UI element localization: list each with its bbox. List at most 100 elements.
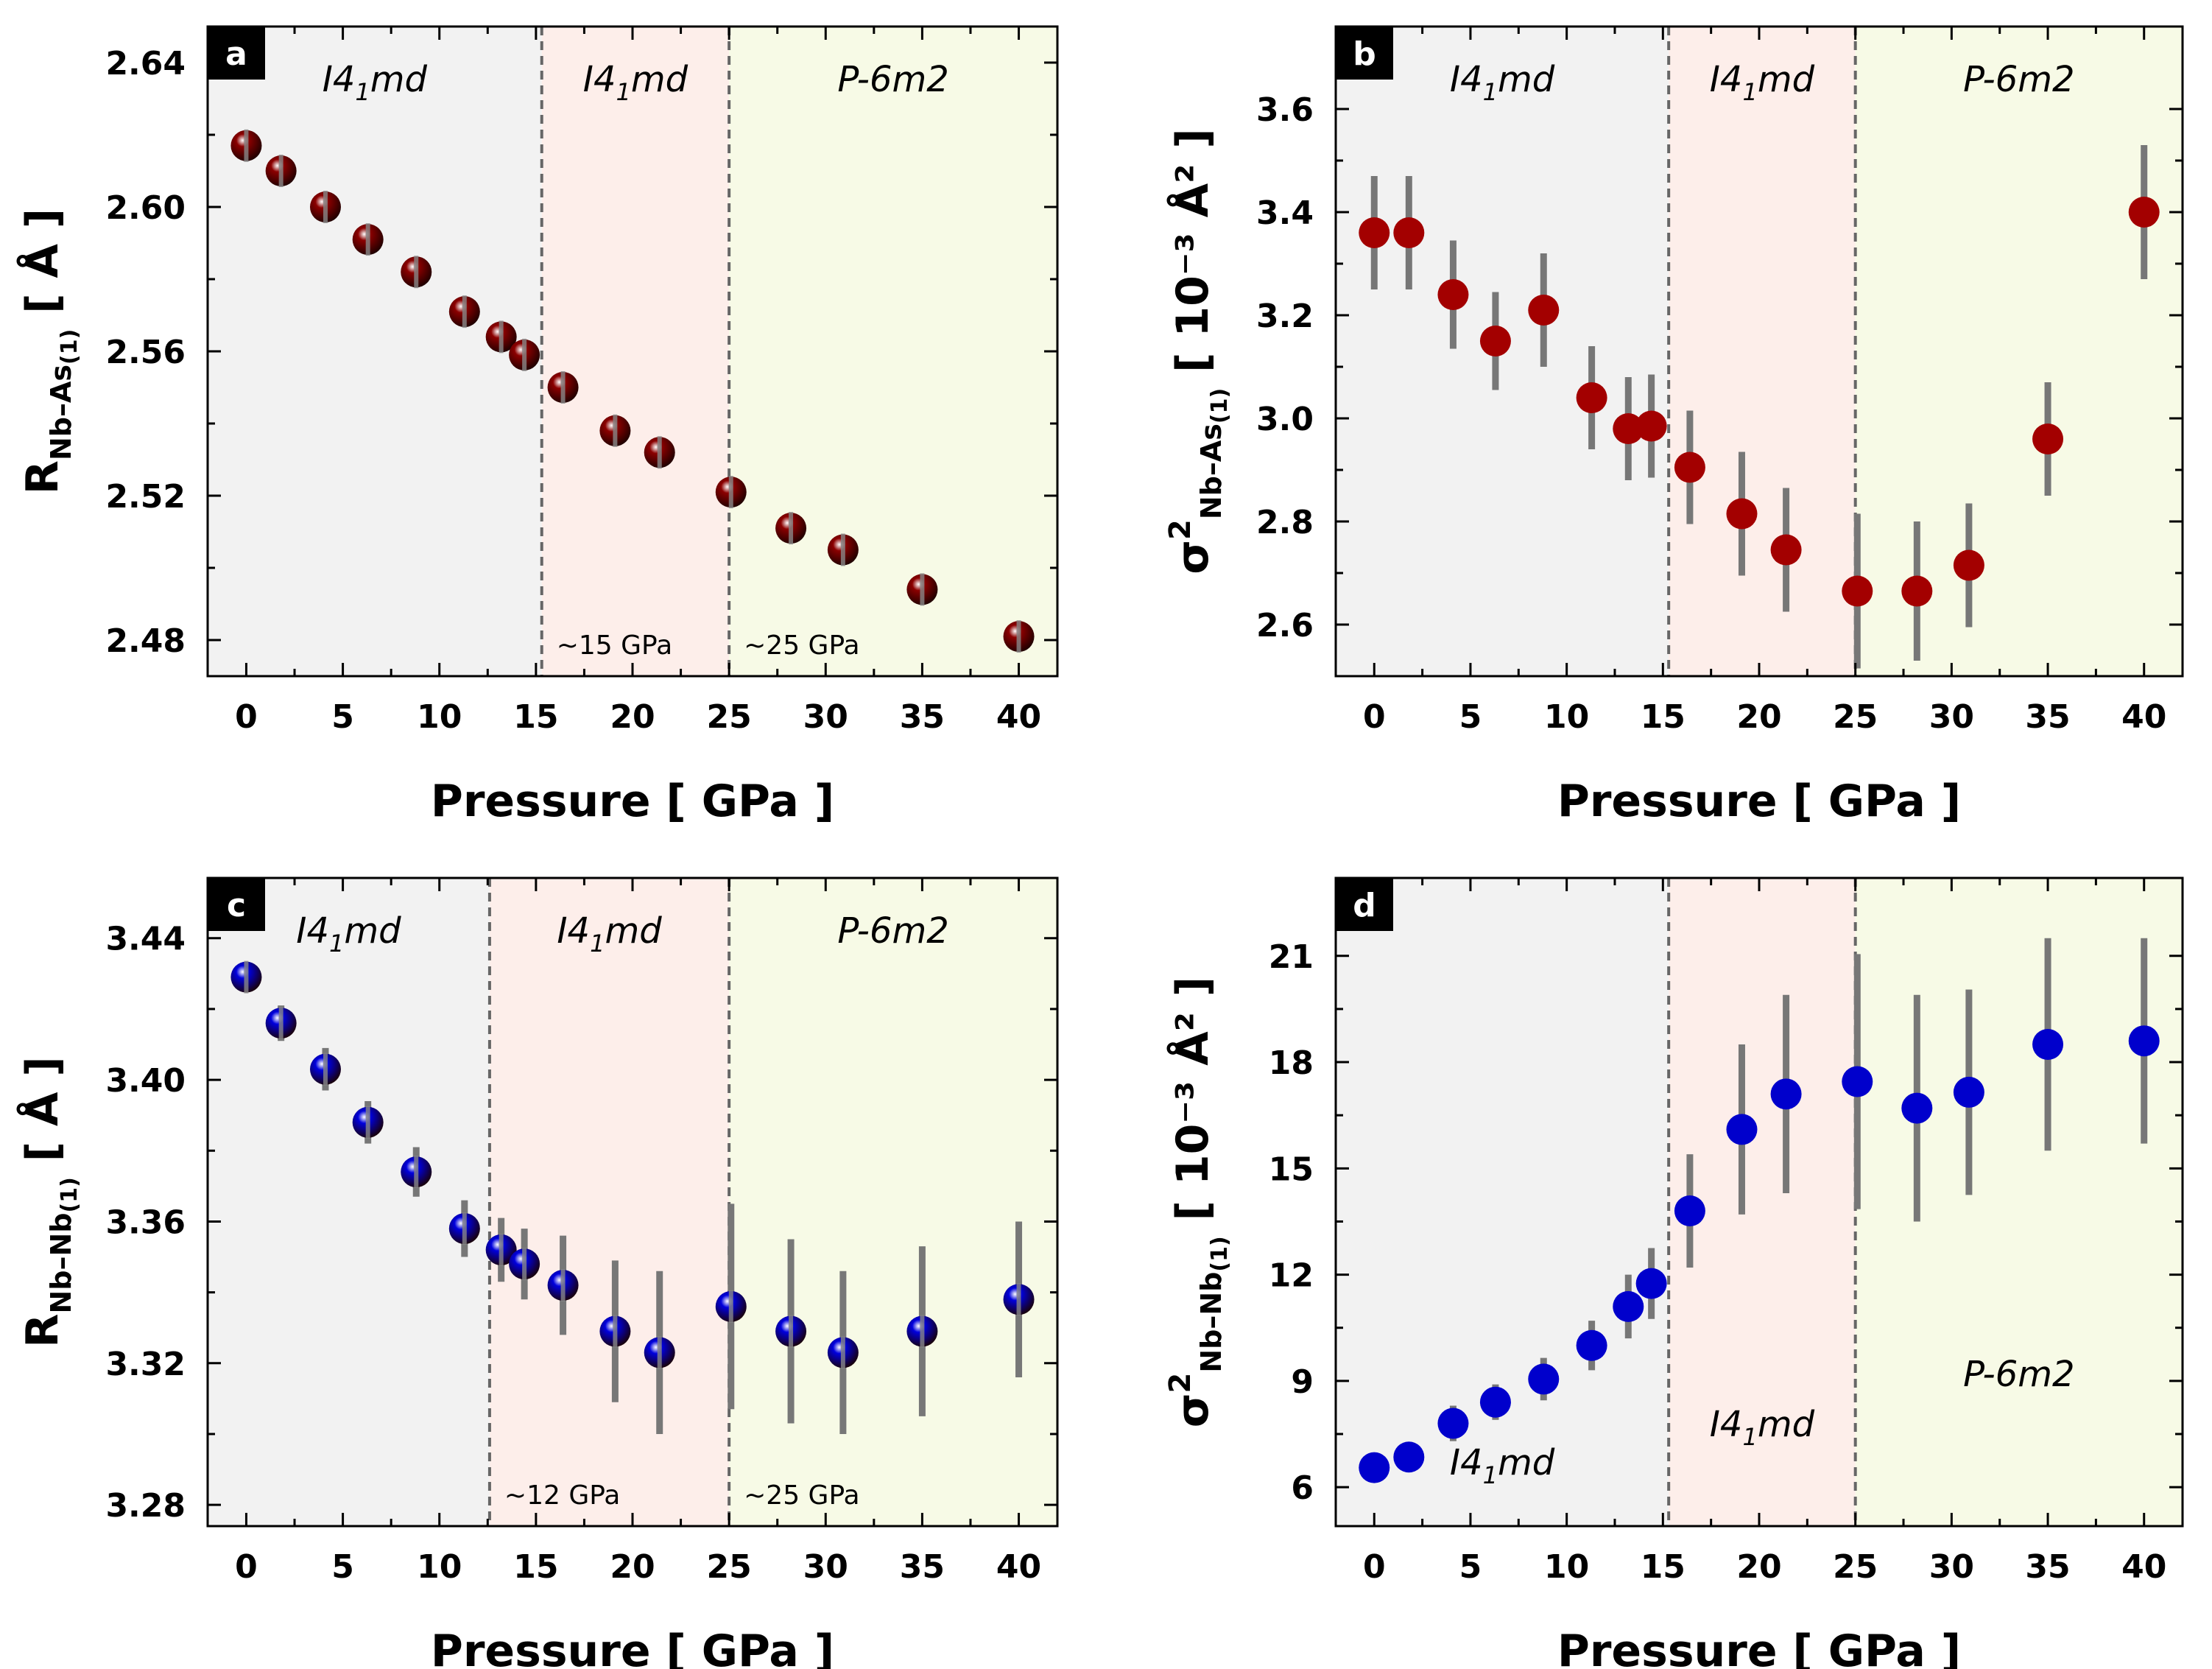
x-tick-label: 10 (417, 698, 462, 736)
y-tick-label: 3.0 (1256, 401, 1314, 438)
x-tick-label: 5 (331, 698, 354, 736)
x-tick-label: 35 (2025, 698, 2070, 736)
data-point (1635, 1268, 1667, 1299)
x-tick-label: 10 (417, 1548, 462, 1586)
x-tick-label: 0 (1363, 698, 1386, 736)
data-point (1770, 534, 1802, 566)
y-tick-label: 15 (1269, 1150, 1314, 1188)
x-tick-label: 5 (1459, 1548, 1482, 1586)
phase-label: I41md (323, 59, 428, 106)
data-point (1674, 1195, 1705, 1227)
data-point (1479, 1386, 1511, 1418)
phase-label: I41md (1450, 1442, 1555, 1489)
x-tick-label: 20 (1736, 1548, 1781, 1586)
data-point (1576, 382, 1607, 413)
phase-region (729, 878, 1057, 1526)
x-tick-label: 15 (1641, 1548, 1686, 1586)
data-point (1576, 1329, 1607, 1361)
panel-label-box (208, 878, 265, 931)
y-tick-label: 9 (1291, 1363, 1314, 1401)
phase-label: I41md (296, 910, 401, 958)
x-tick-label: 15 (513, 1548, 558, 1586)
phase-label: I41md (1710, 59, 1815, 106)
panel-label-box (208, 27, 265, 80)
data-point (2032, 1029, 2064, 1061)
x-tick-label: 0 (235, 1548, 258, 1586)
data-point (1635, 410, 1667, 442)
transition-label: ~25 GPa (744, 630, 859, 661)
data-point (1613, 1290, 1644, 1322)
y-tick-label: 21 (1269, 938, 1314, 976)
x-tick-label: 20 (610, 1548, 655, 1586)
x-tick-label: 20 (610, 698, 655, 736)
phase-region (1336, 878, 1669, 1526)
data-point (1359, 217, 1390, 248)
y-tick-label: 3.32 (105, 1346, 186, 1383)
phase-label: I41md (557, 910, 662, 958)
phase-region (1855, 878, 2183, 1526)
x-axis-label: Pressure [ GPa ] (431, 1626, 834, 1669)
data-point (1528, 1363, 1560, 1395)
data-point (1842, 575, 1873, 607)
panel-b: I41md I41md P-6m2 0 5 10 15 20 25 30 35 40 2.6 2.8 3.0… (1163, 25, 2184, 827)
data-point (1770, 1078, 1802, 1110)
panel-label-box (1336, 27, 1393, 80)
phase-label: I41md (583, 59, 688, 106)
phase-region (729, 27, 1057, 676)
phase-label: P-6m2 (1963, 1354, 2074, 1395)
x-tick-label: 30 (803, 698, 848, 736)
y-tick-label: 2.48 (105, 622, 186, 660)
data-point (2128, 1025, 2160, 1057)
phase-label: I41md (1450, 59, 1555, 106)
x-tick-label: 10 (1544, 1548, 1589, 1586)
panel-a: I41md I41md P-6m2 ~15 GPa ~25 GPa 0 5 10 15 20 25 3… (16, 25, 1059, 827)
transition-label: ~25 GPa (744, 1480, 859, 1511)
panel-label: b (1353, 35, 1376, 73)
x-tick-label: 0 (1363, 1548, 1386, 1586)
x-tick-label: 35 (900, 1548, 945, 1586)
data-point (1359, 1452, 1390, 1483)
x-tick-label: 30 (803, 1548, 848, 1586)
data-point (1437, 1408, 1469, 1439)
x-tick-label: 5 (1459, 698, 1482, 736)
x-tick-label: 15 (513, 698, 558, 736)
phase-region (1669, 27, 1856, 676)
y-axis-label: σ2Nb–Nb(1) [ 10⁻³ Å² ] (1163, 977, 1233, 1427)
y-tick-label: 3.2 (1256, 298, 1314, 335)
data-point (1437, 279, 1469, 310)
x-tick-label: 25 (707, 698, 752, 736)
data-point (1674, 451, 1705, 483)
x-axis-label: Pressure [ GPa ] (1557, 1626, 1961, 1669)
y-axis-label: σ2Nb–As(1) [ 10⁻³ Å² ] (1163, 128, 1233, 574)
y-axis-label: RNb–Nb(1) [ Å ] (16, 1056, 82, 1347)
x-tick-label: 30 (1929, 698, 1974, 736)
x-tick-label: 25 (1833, 698, 1878, 736)
data-point (1393, 1441, 1425, 1473)
data-point (1953, 1076, 1984, 1108)
x-tick-label: 35 (900, 698, 945, 736)
data-point (1953, 549, 1984, 581)
data-point (2128, 197, 2160, 228)
y-tick-label: 2.52 (105, 478, 186, 516)
panel-label: a (225, 35, 247, 73)
y-tick-label: 2.6 (1256, 607, 1314, 644)
y-tick-label: 18 (1269, 1044, 1314, 1082)
x-tick-label: 10 (1544, 698, 1589, 736)
data-point (1901, 575, 1933, 607)
panel-label-box (1336, 878, 1393, 931)
panel-c: I41md I41md P-6m2 ~12 GPa ~25 GPa 0 5 10 15 20 25 3… (16, 876, 1059, 1669)
x-tick-label: 30 (1929, 1548, 1974, 1586)
data-point (1842, 1066, 1873, 1097)
x-axis-label: Pressure [ GPa ] (431, 776, 834, 827)
x-tick-label: 35 (2025, 1548, 2070, 1586)
x-tick-label: 0 (235, 698, 258, 736)
data-point (1479, 326, 1511, 356)
phase-region (208, 27, 542, 676)
x-axis-label: Pressure [ GPa ] (1557, 776, 1961, 827)
y-tick-label: 3.44 (105, 921, 186, 958)
x-tick-label: 15 (1641, 698, 1686, 736)
phase-label: P-6m2 (1963, 59, 2074, 100)
y-tick-label: 3.4 (1256, 194, 1314, 232)
x-tick-label: 20 (1736, 698, 1781, 736)
